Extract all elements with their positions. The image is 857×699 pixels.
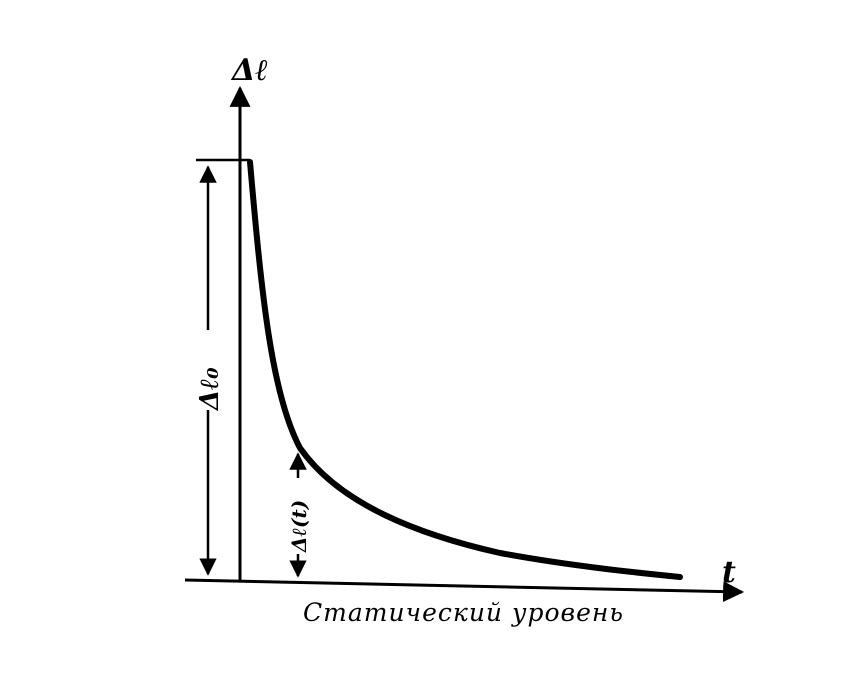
initial-dimension-label: Δℓ₀ bbox=[195, 367, 225, 412]
relaxation-curve bbox=[247, 159, 683, 580]
baseline-caption: Статический уровень bbox=[303, 598, 624, 627]
current-dimension-label: Δℓ(t) bbox=[287, 500, 311, 553]
y-axis-label: Δℓ bbox=[230, 53, 268, 88]
x-axis-label: t bbox=[722, 555, 736, 590]
x-axis bbox=[184, 578, 745, 603]
